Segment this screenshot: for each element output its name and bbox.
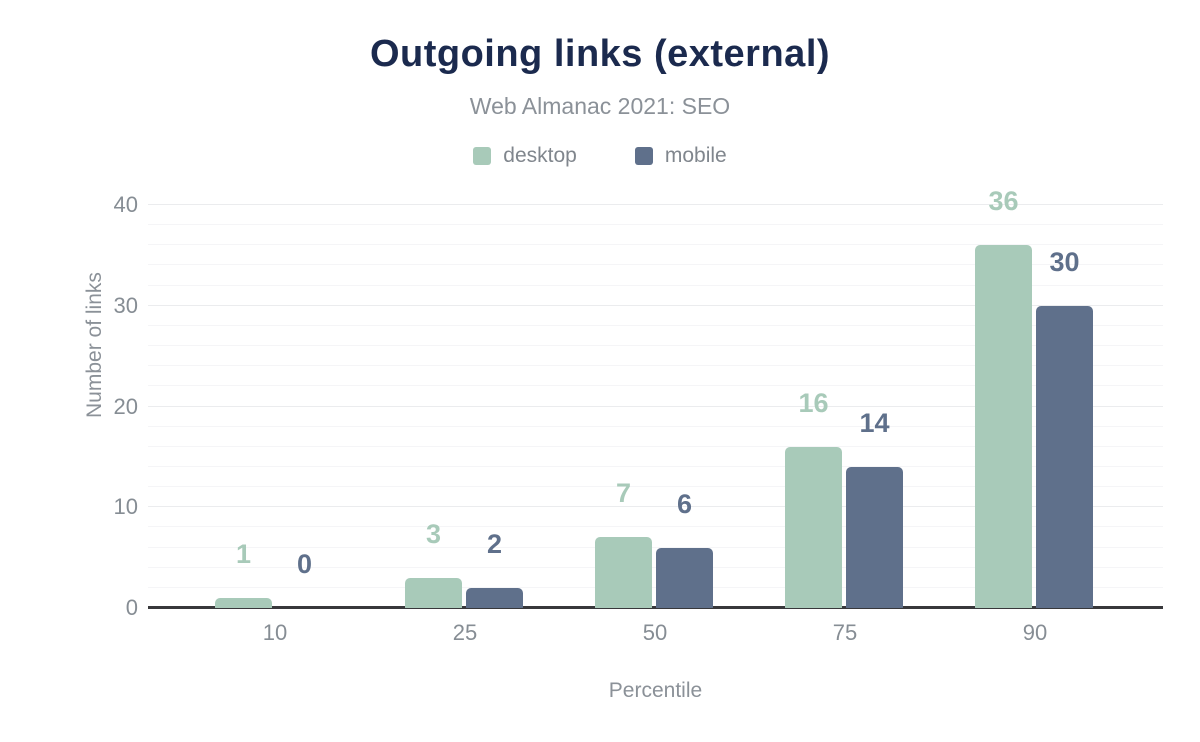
minor-gridline-38 [148,224,1163,226]
minor-gridline-6 [148,546,1163,548]
x-tick-label-90: 90 [1022,620,1048,645]
legend: desktop mobile [0,144,1200,168]
minor-gridline-2 [148,586,1163,588]
value-label-mobile-75: 14 [859,407,890,438]
value-label-desktop-10: 1 [235,538,252,569]
y-tick-label-20: 20 [113,393,138,419]
value-label-mobile-50: 6 [676,488,693,519]
minor-gridline-12 [148,486,1163,488]
minor-gridline-36 [148,244,1163,246]
x-tick-label-50: 50 [642,620,668,645]
chart-title: Outgoing links (external) [369,33,831,75]
major-gridline-10 [148,506,1163,508]
value-label-desktop-90: 36 [988,186,1019,217]
x-tick-label-25: 25 [452,620,478,645]
x-axis-line [148,606,1163,609]
bar-mobile-25 [466,587,523,608]
minor-gridline-34 [148,264,1163,266]
value-label-mobile-25: 2 [486,528,503,559]
mobile-swatch-icon [634,147,653,165]
x-axis-title: Percentile [608,679,703,702]
minor-gridline-14 [148,465,1163,467]
bar-desktop-90 [975,245,1032,608]
bar-desktop-50 [595,537,652,608]
y-tick-label-40: 40 [113,192,138,217]
minor-gridline-18 [148,425,1163,427]
bar-desktop-75 [785,446,842,608]
minor-gridline-4 [148,566,1163,568]
minor-gridline-24 [148,365,1163,367]
bar-mobile-90 [1036,305,1093,608]
legend-item-mobile: mobile [634,144,727,168]
x-tick-label-10: 10 [262,620,288,645]
bar-desktop-25 [405,577,462,608]
value-label-mobile-10: 0 [296,549,313,579]
minor-gridline-26 [148,345,1163,347]
x-tick-label-75: 75 [832,620,858,645]
major-gridline-40 [148,204,1163,205]
value-label-mobile-90: 30 [1049,246,1080,277]
value-label-desktop-25: 3 [425,518,442,549]
legend-label-mobile: mobile [664,144,727,167]
y-tick-label-0: 0 [125,595,138,620]
value-label-desktop-75: 16 [798,387,829,418]
bar-group-90: 36 30 [975,188,1095,608]
bar-group-75: 16 14 [785,205,905,608]
desktop-swatch-icon [473,147,492,165]
major-gridline-20 [148,405,1163,407]
minor-gridline-8 [148,526,1163,528]
major-gridline-30 [148,304,1163,306]
minor-gridline-16 [148,445,1163,447]
bar-mobile-50 [656,547,713,608]
chart-subtitle: Web Almanac 2021: SEO [469,93,731,119]
minor-gridline-32 [148,284,1163,286]
bar-desktop-10 [215,597,272,608]
value-label-desktop-50: 7 [615,478,632,509]
bar-mobile-75 [846,466,903,608]
legend-label-desktop: desktop [503,144,577,167]
plot-area: 1 0 3 2 7 6 16 14 36 30 [148,188,1163,609]
y-tick-label-10: 10 [113,494,138,520]
y-tick-label-30: 30 [113,292,138,318]
minor-gridline-28 [148,324,1163,326]
minor-gridline-22 [148,385,1163,387]
legend-item-desktop: desktop [473,144,577,168]
